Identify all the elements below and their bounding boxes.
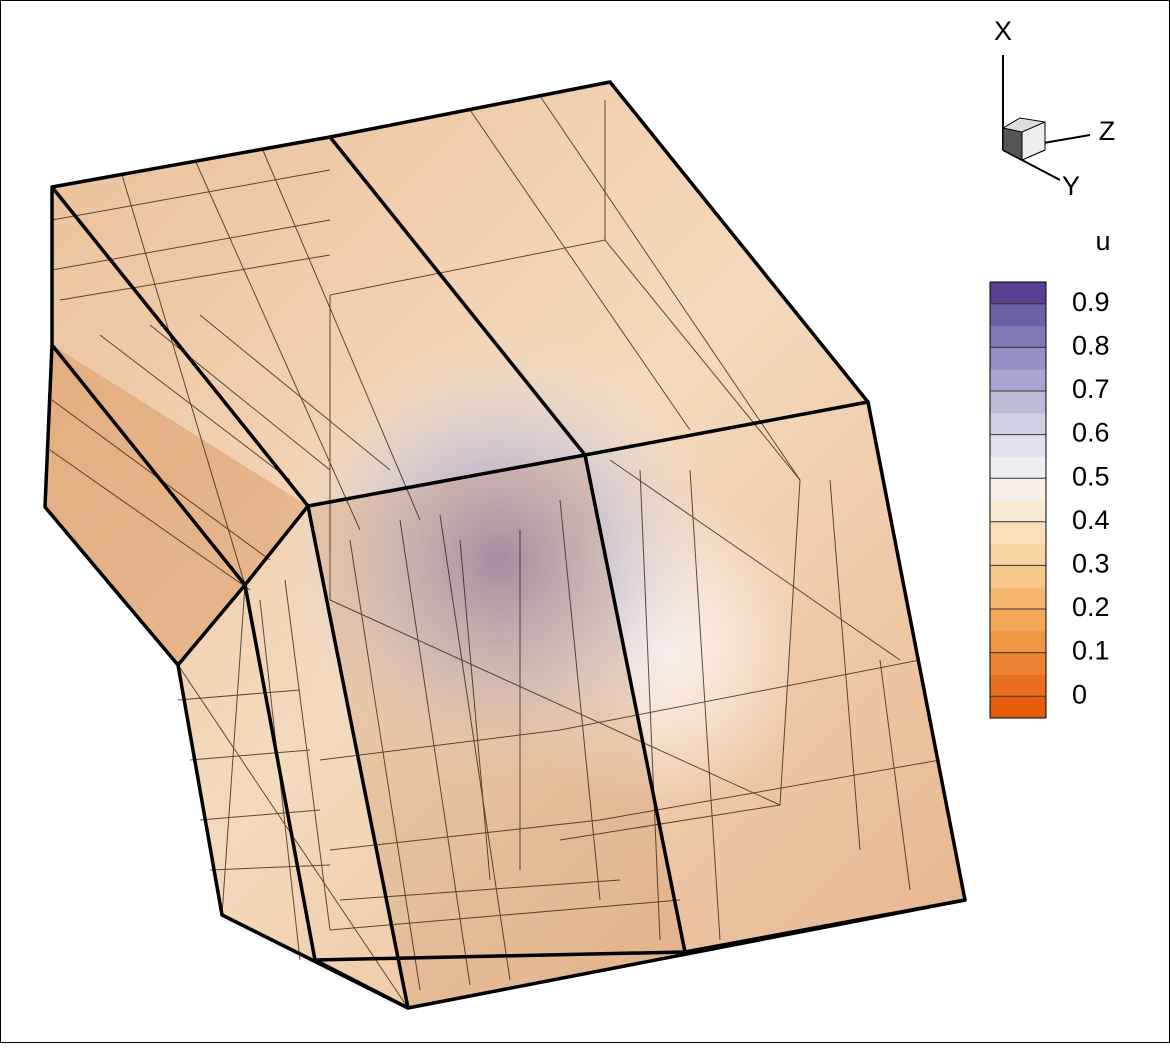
- colorbar-tick-label: 0.8: [1072, 331, 1110, 361]
- colorbar-band: [990, 303, 1046, 327]
- axis-triad: X Z Y: [994, 16, 1115, 201]
- colorbar-tick-label: 0: [1072, 679, 1087, 709]
- colorbar-band: [990, 282, 1046, 305]
- colorbar-band: [990, 478, 1046, 501]
- colorbar-band: [990, 652, 1046, 675]
- y-axis-label: Y: [1062, 171, 1080, 201]
- colorbar-border: [989, 281, 1047, 719]
- colorbar-band: [990, 543, 1046, 566]
- colorbar-band: [990, 500, 1046, 523]
- colorbar-band: [990, 391, 1046, 414]
- x-axis-label: X: [994, 16, 1012, 46]
- mesh-volume: [43, 80, 967, 1010]
- colorbar-band: [990, 434, 1046, 457]
- colorbar-tick-label: 0.6: [1072, 418, 1110, 448]
- colorbar-tick-label: 0.4: [1072, 505, 1110, 535]
- colorbar: u 0 0.1 0.2 0.3 0.4 0.5 0.6 0.7 0.8 0.9: [989, 226, 1111, 719]
- colorbar-band: [990, 325, 1046, 348]
- colorbar-band: [990, 521, 1046, 545]
- z-axis-label: Z: [1099, 116, 1116, 146]
- colorbar-tick-label: 0.1: [1072, 636, 1110, 666]
- colorbar-title: u: [1095, 226, 1110, 256]
- colorbar-band: [990, 587, 1046, 610]
- colorbar-band: [990, 630, 1046, 654]
- colorbar-tick-label: 0.3: [1072, 549, 1110, 579]
- colorbar-band: [990, 412, 1046, 436]
- colorbar-tick-label: 0.5: [1072, 461, 1110, 491]
- colorbar-band: [990, 674, 1046, 697]
- colorbar-tick-label: 0.7: [1072, 374, 1110, 404]
- colorbar-tick-label: 0.9: [1072, 287, 1110, 317]
- colorbar-band: [990, 696, 1046, 719]
- colorbar-band: [990, 347, 1046, 370]
- colorbar-band: [990, 609, 1046, 632]
- colorbar-band: [990, 456, 1046, 479]
- colorbar-band: [990, 369, 1046, 392]
- colorbar-band: [990, 565, 1046, 588]
- colorbar-tick-label: 0.2: [1072, 592, 1110, 622]
